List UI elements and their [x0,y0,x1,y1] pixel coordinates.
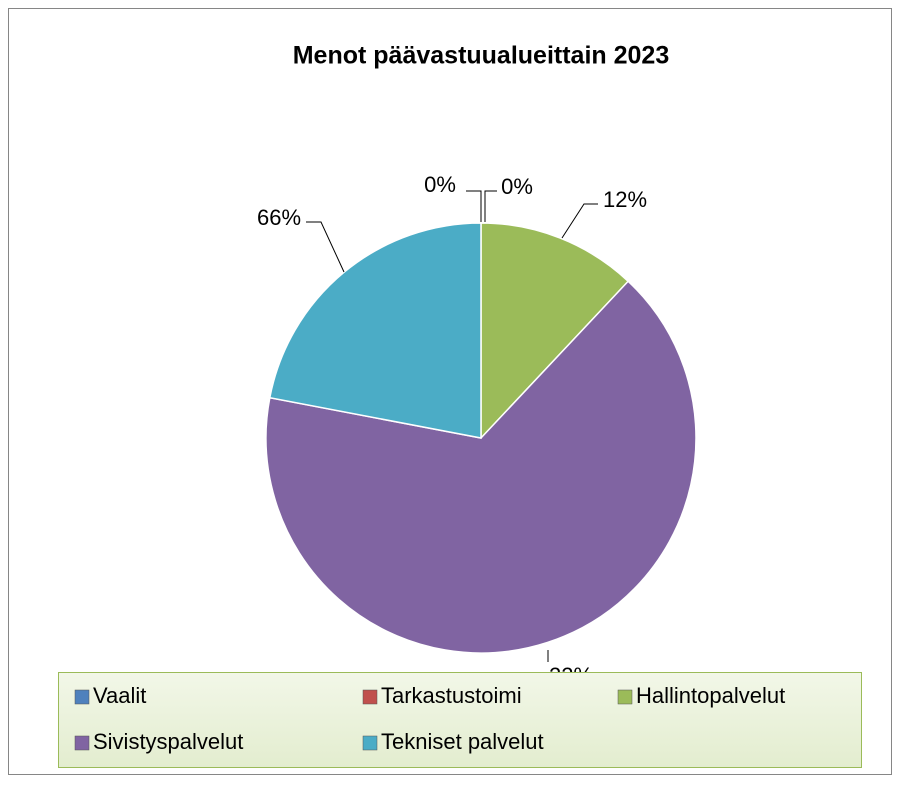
chart-title: Menot päävastuualueittain 2023 [293,42,670,70]
legend-marker [74,735,90,751]
legend-marker [362,689,378,705]
legend-label: Vaalit [93,683,146,708]
legend-marker [74,689,90,705]
pie-slice [268,222,482,439]
legend-marker [617,689,633,705]
legend-label: Hallintopalvelut [636,683,785,708]
leader-line [466,190,482,222]
legend-box [58,672,862,768]
legend-marker [362,735,378,751]
legend-label: Tarkastustoimi [381,683,522,708]
leader-line [561,203,598,239]
legend-label: Sivistyspalvelut [93,729,243,754]
data-label: 0% [501,174,533,199]
pie-slice [265,280,697,654]
pie-slice [480,222,630,440]
data-label: 0% [424,172,456,197]
legend-label: Tekniset palvelut [381,729,544,754]
leader-line [484,190,497,222]
data-label: 66% [257,205,301,230]
leader-line [306,221,345,273]
data-label: 12% [603,187,647,212]
